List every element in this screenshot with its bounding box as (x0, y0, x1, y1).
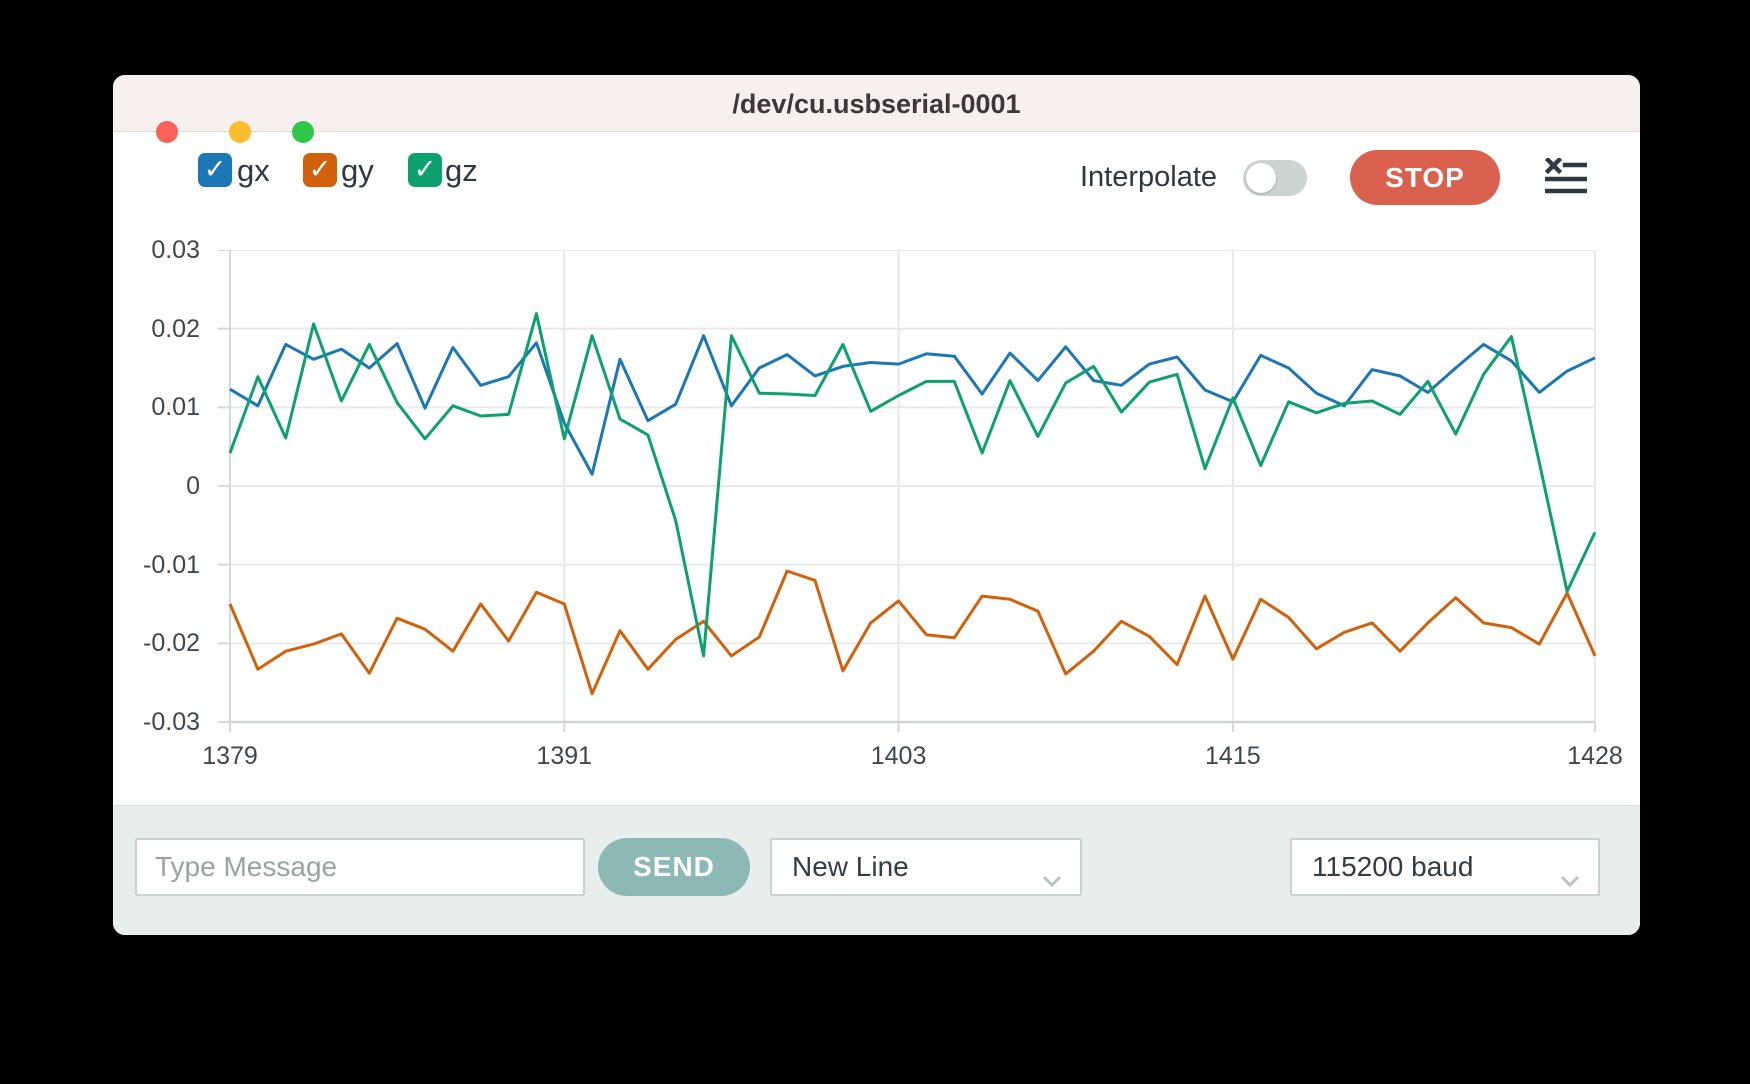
toggle-knob (1246, 163, 1276, 193)
clear-list-icon[interactable] (1544, 156, 1588, 195)
x-tick-label: 1428 (1567, 742, 1623, 770)
window-title: /dev/cu.usbserial-0001 (732, 89, 1021, 119)
send-button[interactable]: SEND (598, 838, 750, 896)
baud-rate-select[interactable]: 115200 baud (1290, 838, 1600, 896)
gz-legend-label: gz (445, 153, 478, 188)
x-tick-label: 1379 (202, 742, 258, 770)
gy-legend-label: gy (341, 153, 374, 188)
y-tick-label: -0.01 (143, 550, 200, 579)
gy-checkbox[interactable]: ✓ (303, 153, 337, 187)
message-input[interactable] (135, 838, 585, 896)
y-tick-label: 0 (186, 472, 200, 500)
minimize-window-button[interactable] (229, 121, 251, 143)
zoom-window-button[interactable] (292, 121, 314, 143)
line-chart-plot (218, 250, 1597, 732)
line-ending-select[interactable]: New Line (770, 838, 1082, 896)
x-tick-label: 1391 (536, 742, 593, 770)
y-tick-label: 0.02 (151, 314, 200, 343)
y-tick-label: 0.03 (151, 236, 200, 264)
gz-checkbox[interactable]: ✓ (408, 153, 442, 187)
y-tick-label: 0.01 (151, 393, 200, 422)
y-tick-label: -0.03 (143, 708, 200, 736)
stop-button[interactable]: STOP (1350, 150, 1500, 205)
title-bar: /dev/cu.usbserial-0001 (113, 75, 1640, 143)
baud-rate-value: 115200 baud (1312, 851, 1474, 882)
line-ending-value: New Line (792, 851, 909, 882)
chevron-down-icon (1560, 862, 1580, 894)
close-window-button[interactable] (156, 121, 178, 143)
gx-legend-label: gx (237, 153, 270, 188)
app-window: /dev/cu.usbserial-0001 ✓ gx ✓ gy ✓ gz In… (113, 75, 1640, 935)
interpolate-toggle[interactable] (1243, 160, 1307, 196)
chevron-down-icon (1042, 862, 1062, 894)
x-tick-label: 1403 (870, 742, 927, 770)
interpolate-label: Interpolate (1080, 161, 1218, 193)
y-tick-label: -0.02 (143, 629, 200, 658)
x-tick-label: 1415 (1205, 742, 1261, 770)
gx-checkbox[interactable]: ✓ (198, 153, 232, 187)
